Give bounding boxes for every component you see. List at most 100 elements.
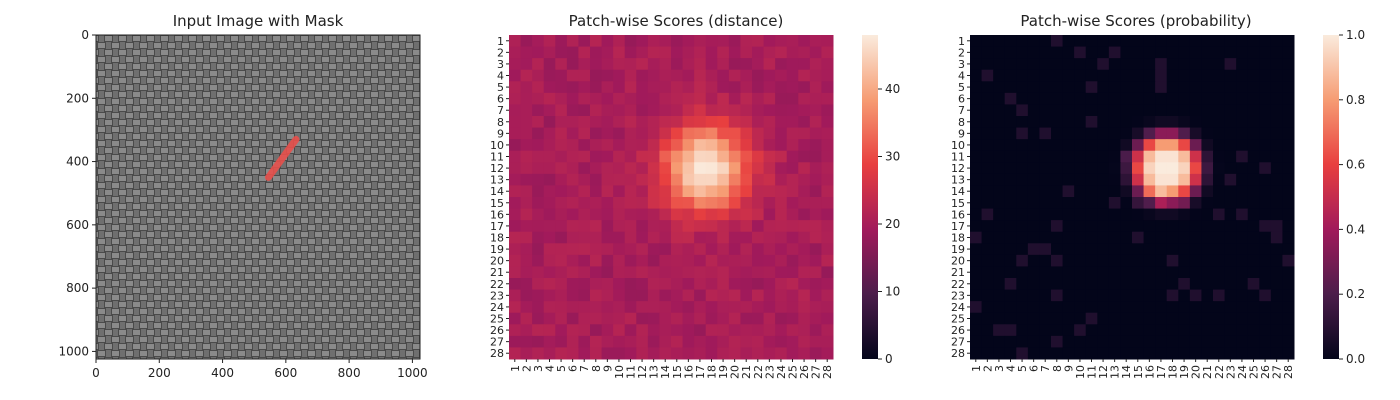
heatmap-cell bbox=[1270, 92, 1283, 105]
heatmap-cell bbox=[682, 104, 695, 117]
heatmap-cell bbox=[1282, 347, 1295, 360]
heatmap-cell bbox=[1074, 69, 1087, 82]
heatmap-cell bbox=[798, 127, 811, 140]
heatmap-cell bbox=[532, 312, 545, 325]
heatmap-cell bbox=[555, 185, 568, 198]
heatmap-cell bbox=[578, 46, 591, 59]
heatmap-cell bbox=[728, 150, 741, 163]
heatmap-cell bbox=[613, 69, 626, 82]
heatmap-cell bbox=[694, 301, 707, 314]
heatmap-cell bbox=[728, 208, 741, 221]
heatmap-cell bbox=[613, 220, 626, 233]
heatmap-cell bbox=[1016, 208, 1029, 221]
heatmap-cell bbox=[728, 173, 741, 186]
heatmap-cell bbox=[1189, 335, 1202, 348]
heatmap-cell bbox=[981, 185, 994, 198]
heatmap-cell bbox=[763, 266, 776, 279]
heatmap-cell bbox=[1108, 46, 1121, 59]
heatmap-cell bbox=[532, 289, 545, 302]
heatmap-cell bbox=[1120, 46, 1133, 59]
heatmap-cell bbox=[601, 92, 614, 105]
heatmap-cell bbox=[1143, 127, 1156, 140]
heatmap-cell bbox=[509, 324, 522, 337]
heatmap-cell bbox=[647, 69, 660, 82]
heatmap-cell bbox=[555, 197, 568, 210]
heatmap-cell bbox=[786, 185, 799, 198]
heatmap-cell bbox=[1120, 92, 1133, 105]
heatmap-cell bbox=[809, 116, 822, 129]
heatmap-cell bbox=[1004, 243, 1017, 256]
heatmap-cell bbox=[1074, 139, 1087, 152]
heatmap-cell bbox=[1085, 208, 1098, 221]
heatmap-cell bbox=[578, 139, 591, 152]
heatmap-cell bbox=[647, 35, 660, 48]
heatmap-cell bbox=[1201, 312, 1214, 325]
heatmap-cell bbox=[532, 35, 545, 48]
heatmap-cell bbox=[821, 46, 834, 59]
heatmap-cell bbox=[659, 139, 672, 152]
heatmap-cell bbox=[1074, 289, 1087, 302]
heatmap-cell bbox=[705, 335, 718, 348]
heatmap-cell bbox=[798, 58, 811, 71]
heatmap-cell bbox=[624, 208, 637, 221]
heatmap-cell bbox=[1039, 104, 1052, 117]
x-tick-label: 22 bbox=[1213, 365, 1226, 379]
heatmap-cell bbox=[601, 116, 614, 129]
heatmap-cell bbox=[740, 312, 753, 325]
heatmap-cell bbox=[543, 254, 556, 267]
x-tick-label: 27 bbox=[1271, 365, 1284, 379]
heatmap-cell bbox=[1016, 347, 1029, 360]
heatmap-cell bbox=[543, 243, 556, 256]
heatmap-cell bbox=[590, 150, 603, 163]
heatmap-cell bbox=[659, 127, 672, 140]
heatmap-cell bbox=[1282, 116, 1295, 129]
heatmap-cell bbox=[1178, 197, 1191, 210]
heatmap-cell bbox=[1189, 69, 1202, 82]
heatmap-cell bbox=[1085, 185, 1098, 198]
heatmap-cell bbox=[647, 347, 660, 360]
heatmap-cell bbox=[1132, 266, 1145, 279]
heatmap-cell bbox=[1039, 278, 1052, 291]
heatmap-cell bbox=[1097, 197, 1110, 210]
heatmap-cell bbox=[1016, 162, 1029, 175]
heatmap-cell bbox=[1259, 46, 1272, 59]
heatmap-cell bbox=[798, 347, 811, 360]
heatmap-cell bbox=[1062, 289, 1075, 302]
heatmap-cell bbox=[752, 173, 765, 186]
heatmap-cell bbox=[1027, 185, 1040, 198]
heatmap-cell bbox=[1213, 81, 1226, 94]
heatmap-cell bbox=[520, 139, 533, 152]
heatmap-cell bbox=[590, 139, 603, 152]
heatmap-cell bbox=[1178, 278, 1191, 291]
heatmap-cell bbox=[752, 58, 765, 71]
heatmap-cell bbox=[1189, 220, 1202, 233]
heatmap-cell bbox=[775, 104, 788, 117]
heatmap-cell bbox=[1143, 266, 1156, 279]
heatmap-cell bbox=[1051, 116, 1064, 129]
heatmap-cell bbox=[1143, 208, 1156, 221]
heatmap-cell bbox=[1270, 127, 1283, 140]
heatmap-cell bbox=[566, 243, 579, 256]
heatmap-cell bbox=[728, 254, 741, 267]
heatmap-cell bbox=[705, 301, 718, 314]
heatmap-cell bbox=[821, 220, 834, 233]
heatmap-cell bbox=[647, 231, 660, 244]
heatmap-cell bbox=[717, 127, 730, 140]
heatmap-cell bbox=[1201, 46, 1214, 59]
heatmap-cell bbox=[1236, 254, 1249, 267]
heatmap-cell bbox=[1143, 92, 1156, 105]
heatmap-cell bbox=[647, 312, 660, 325]
heatmap-cell bbox=[1282, 197, 1295, 210]
heatmap-cell bbox=[1074, 243, 1087, 256]
heatmap-cell bbox=[786, 139, 799, 152]
heatmap-cell bbox=[1097, 92, 1110, 105]
heatmap-cell bbox=[717, 312, 730, 325]
heatmap-cell bbox=[532, 254, 545, 267]
heatmap-cell bbox=[601, 173, 614, 186]
heatmap-cell bbox=[775, 312, 788, 325]
heatmap-cell bbox=[1178, 139, 1191, 152]
heatmap-cell bbox=[798, 185, 811, 198]
heatmap-cell bbox=[970, 92, 983, 105]
heatmap-cell bbox=[601, 162, 614, 175]
heatmap-cell bbox=[1062, 127, 1075, 140]
